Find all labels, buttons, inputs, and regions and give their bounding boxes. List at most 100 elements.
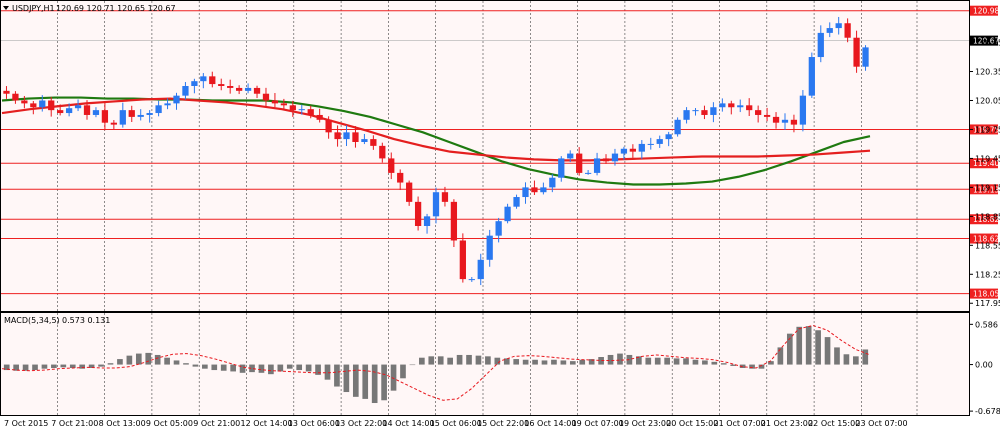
candle-body (334, 132, 341, 140)
price-axis: 120.65 120.35 120.05 119.75 119.45 119.15 118.… (969, 39, 1000, 308)
time-tick-label: 19 Oct 23:00 (619, 419, 671, 428)
candle-body (441, 192, 449, 202)
candle-body (728, 103, 735, 108)
level-tag (970, 124, 998, 135)
ohlc-values: 120.69 120.71 120.65 120.67 (56, 4, 176, 13)
candle-body (719, 103, 726, 108)
candle-body (128, 110, 135, 117)
macd-bar (211, 364, 218, 371)
level-tag (970, 5, 998, 16)
candles (3, 16, 869, 286)
macd-bar (654, 357, 661, 365)
candle-body (665, 134, 672, 140)
macd-bar (202, 364, 208, 369)
candle-body (48, 100, 55, 111)
macd-bar (400, 364, 406, 379)
candle-body (307, 109, 314, 115)
time-tick-label: 8 Oct 13:00 (99, 419, 146, 428)
level-tag (970, 288, 998, 299)
candle-body (647, 143, 654, 145)
macd-bar (636, 356, 642, 365)
candle-body (110, 122, 117, 125)
time-tick-label: 21 Oct 07:00 (714, 419, 766, 428)
candle-body (504, 206, 511, 222)
candle-body (674, 119, 681, 135)
ma-red-line (1, 97, 871, 162)
price-tick-label: 119.75 (975, 125, 1000, 134)
macd-bar (230, 364, 236, 372)
candle-body (593, 158, 601, 173)
candle-body (835, 23, 842, 29)
macd-bar (805, 326, 812, 365)
candle-body (236, 87, 243, 91)
macd-histogram (3, 326, 869, 404)
candle-body (522, 187, 529, 198)
candle-body (468, 279, 475, 281)
candle-body (450, 201, 458, 241)
macd-bar (503, 358, 510, 365)
time-tick-label: 21 Oct 23:00 (761, 419, 813, 428)
candle-body (423, 216, 431, 226)
candle-body (173, 95, 180, 104)
level-tag-label: 119.40 (973, 159, 999, 168)
macd-bar (456, 354, 463, 365)
macd-bar (13, 364, 19, 371)
macd-values: 0.573 0.131 (62, 316, 110, 325)
candle-body (531, 187, 538, 193)
candle-body (844, 23, 851, 38)
candle-body (656, 139, 663, 144)
candle-body (388, 158, 395, 173)
time-tick-label: 15 Oct 22:00 (477, 419, 529, 428)
candle-body (853, 37, 860, 67)
horizontal-levels[interactable]: 120.98119.75119.40119.13118.82118.62118.… (1, 5, 999, 299)
macd-label: MACD(5,34,5) (4, 316, 60, 325)
candle-body (584, 172, 592, 174)
candle-body (146, 113, 153, 115)
macd-bar (437, 356, 444, 365)
time-tick-label: 13 Oct 22:00 (335, 419, 387, 428)
candle-body (92, 110, 100, 115)
candle-body (692, 110, 699, 112)
candle-body (12, 93, 19, 101)
price-tick-label: 120.35 (975, 68, 1000, 77)
time-tick-label: 9 Oct 21:00 (193, 419, 240, 428)
macd-bar (673, 358, 680, 365)
time-tick-label: 12 Oct 14:00 (241, 419, 293, 428)
macd-bar (305, 364, 312, 372)
candle-body (817, 32, 824, 58)
price-tick-label: 120.65 (975, 39, 1000, 48)
candle-body (746, 105, 753, 111)
candle-body (406, 182, 413, 202)
symbol-header: USDJPY,H1 120.69 120.71 120.65 120.67 (3, 4, 176, 13)
macd-bar (532, 359, 538, 365)
candle-body (280, 103, 288, 106)
macd-bar (164, 357, 170, 365)
candle-body (65, 108, 73, 114)
macd-bar (626, 354, 633, 365)
candle-body (540, 187, 547, 193)
macd-bar (315, 364, 321, 375)
candle-body (39, 100, 46, 108)
grid-lines (56, 1, 918, 415)
macd-bar (824, 337, 831, 365)
macd-bar (607, 354, 614, 365)
macd-bar (598, 357, 604, 365)
price-tick-label: 118.25 (975, 270, 1000, 279)
candle-body (826, 28, 833, 33)
level-tag-label: 119.75 (973, 125, 999, 134)
macd-bar (334, 364, 340, 387)
candle-body (611, 153, 619, 162)
macd-bar (466, 354, 472, 365)
macd-bar (145, 352, 152, 365)
time-tick-label: 19 Oct 07:00 (572, 419, 624, 428)
level-tag-label: 118.05 (973, 290, 999, 299)
macd-bar (69, 364, 76, 368)
macd-bar (862, 349, 869, 365)
candle-body (799, 95, 807, 125)
candle-body (790, 119, 798, 125)
macd-bar (541, 360, 548, 365)
chevron-down-icon[interactable] (3, 6, 9, 10)
candle-body (227, 86, 234, 88)
candle-body (710, 107, 717, 115)
